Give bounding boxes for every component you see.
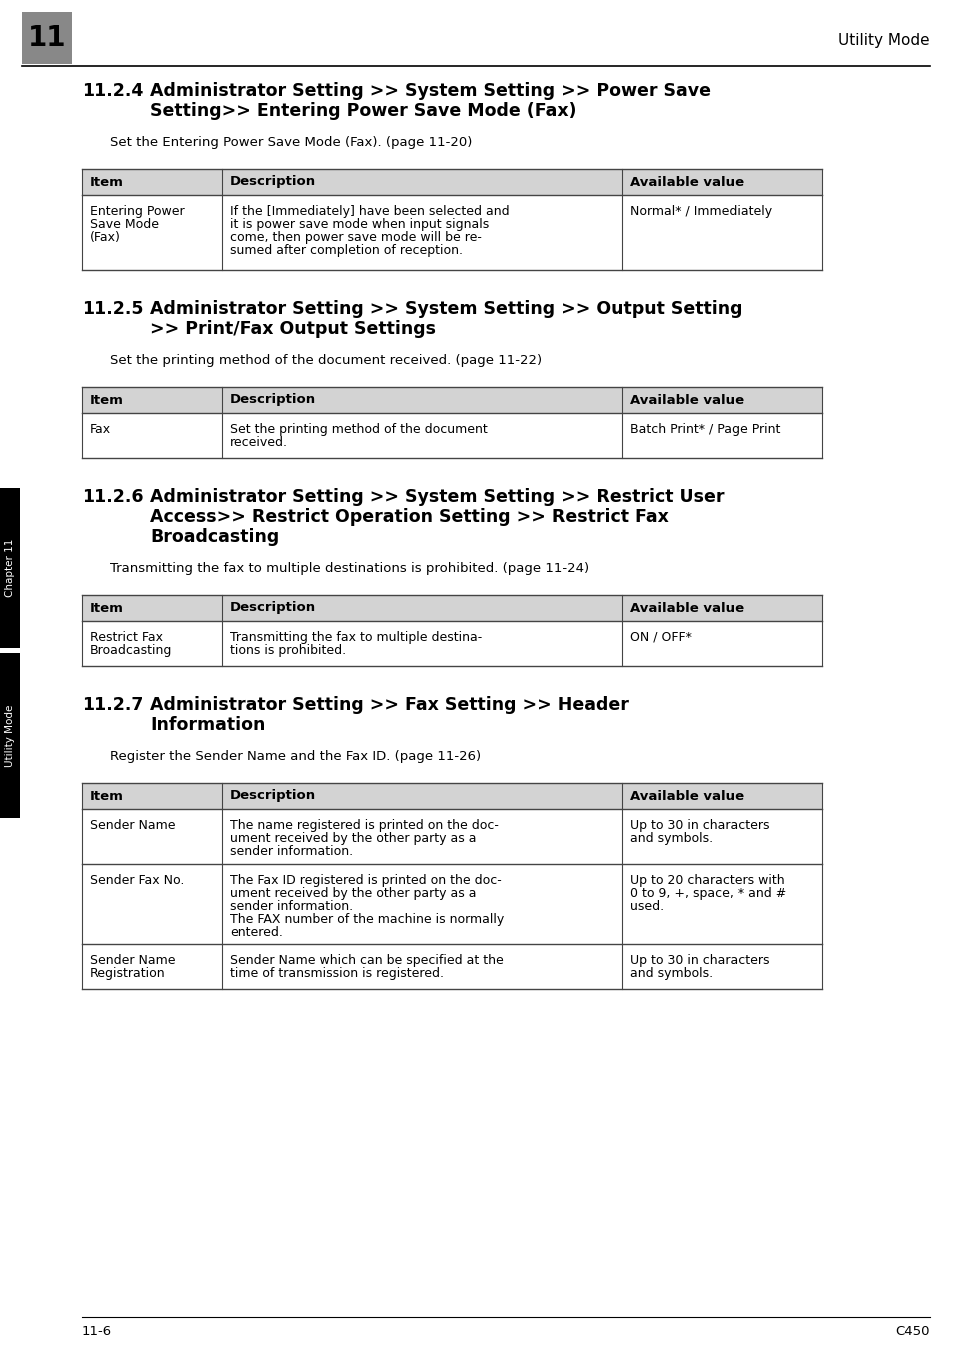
Text: Restrict Fax: Restrict Fax — [90, 631, 163, 644]
Bar — [82, 387, 821, 412]
Text: tions is prohibited.: tions is prohibited. — [230, 644, 346, 657]
Text: Transmitting the fax to multiple destinations is prohibited. (page 11-24): Transmitting the fax to multiple destina… — [110, 562, 589, 575]
Text: received.: received. — [230, 435, 288, 449]
Text: Item: Item — [90, 790, 124, 803]
Text: Up to 30 in characters: Up to 30 in characters — [629, 955, 769, 967]
Bar — [82, 808, 821, 864]
Text: Broadcasting: Broadcasting — [90, 644, 172, 657]
Text: Available value: Available value — [629, 393, 743, 407]
Text: If the [Immediately] have been selected and: If the [Immediately] have been selected … — [230, 206, 509, 218]
Text: and symbols.: and symbols. — [629, 831, 713, 845]
Text: (Fax): (Fax) — [90, 231, 121, 243]
Text: Fax: Fax — [90, 423, 111, 435]
Text: Utility Mode: Utility Mode — [5, 704, 15, 767]
Text: The name registered is printed on the doc-: The name registered is printed on the do… — [230, 819, 498, 831]
Text: Set the Entering Power Save Mode (Fax). (page 11-20): Set the Entering Power Save Mode (Fax). … — [110, 137, 472, 149]
Text: Access>> Restrict Operation Setting >> Restrict Fax: Access>> Restrict Operation Setting >> R… — [150, 508, 668, 526]
Text: Up to 30 in characters: Up to 30 in characters — [629, 819, 769, 831]
Text: Register the Sender Name and the Fax ID. (page 11-26): Register the Sender Name and the Fax ID.… — [110, 750, 480, 763]
Text: Setting>> Entering Power Save Mode (Fax): Setting>> Entering Power Save Mode (Fax) — [150, 101, 576, 120]
Text: Chapter 11: Chapter 11 — [5, 539, 15, 598]
Text: ument received by the other party as a: ument received by the other party as a — [230, 831, 476, 845]
Text: and symbols.: and symbols. — [629, 967, 713, 980]
Text: come, then power save mode will be re-: come, then power save mode will be re- — [230, 231, 481, 243]
Bar — [82, 169, 821, 195]
Text: sumed after completion of reception.: sumed after completion of reception. — [230, 243, 462, 257]
Text: The Fax ID registered is printed on the doc-: The Fax ID registered is printed on the … — [230, 873, 501, 887]
Text: Up to 20 characters with: Up to 20 characters with — [629, 873, 783, 887]
Text: Available value: Available value — [629, 790, 743, 803]
Text: Batch Print* / Page Print: Batch Print* / Page Print — [629, 423, 780, 435]
Text: Administrator Setting >> System Setting >> Power Save: Administrator Setting >> System Setting … — [150, 82, 710, 100]
Text: ument received by the other party as a: ument received by the other party as a — [230, 887, 476, 900]
Text: entered.: entered. — [230, 926, 283, 940]
Text: Sender Name: Sender Name — [90, 955, 175, 967]
Text: 11: 11 — [28, 24, 66, 51]
Bar — [82, 783, 821, 808]
Text: Sender Name which can be specified at the: Sender Name which can be specified at th… — [230, 955, 503, 967]
Bar — [0, 653, 20, 818]
Text: Set the printing method of the document: Set the printing method of the document — [230, 423, 487, 435]
Text: Set the printing method of the document received. (page 11-22): Set the printing method of the document … — [110, 354, 541, 366]
Text: Utility Mode: Utility Mode — [838, 32, 929, 47]
Bar — [82, 621, 821, 667]
Text: Item: Item — [90, 393, 124, 407]
Text: >> Print/Fax Output Settings: >> Print/Fax Output Settings — [150, 320, 436, 338]
Text: time of transmission is registered.: time of transmission is registered. — [230, 967, 443, 980]
Text: Sender Name: Sender Name — [90, 819, 175, 831]
Bar — [82, 595, 821, 621]
Text: 11.2.4: 11.2.4 — [82, 82, 143, 100]
Bar — [0, 488, 20, 648]
Text: Administrator Setting >> System Setting >> Output Setting: Administrator Setting >> System Setting … — [150, 300, 741, 318]
Text: Item: Item — [90, 602, 124, 615]
Text: sender information.: sender information. — [230, 845, 353, 859]
Text: Entering Power: Entering Power — [90, 206, 185, 218]
Text: 0 to 9, +, space, * and #: 0 to 9, +, space, * and # — [629, 887, 785, 900]
Text: Description: Description — [230, 790, 315, 803]
Bar — [82, 412, 821, 458]
Text: Description: Description — [230, 393, 315, 407]
Text: 11.2.7: 11.2.7 — [82, 696, 143, 714]
Text: Description: Description — [230, 602, 315, 615]
Bar — [82, 944, 821, 990]
Text: Transmitting the fax to multiple destina-: Transmitting the fax to multiple destina… — [230, 631, 482, 644]
Text: 11-6: 11-6 — [82, 1325, 112, 1338]
Text: Broadcasting: Broadcasting — [150, 529, 279, 546]
Text: 11.2.5: 11.2.5 — [82, 300, 143, 318]
Bar — [82, 864, 821, 944]
Text: Registration: Registration — [90, 967, 166, 980]
Bar — [22, 12, 71, 64]
Text: sender information.: sender information. — [230, 900, 353, 913]
Text: Available value: Available value — [629, 176, 743, 188]
Text: The FAX number of the machine is normally: The FAX number of the machine is normall… — [230, 913, 504, 926]
Text: ON / OFF*: ON / OFF* — [629, 631, 691, 644]
Text: it is power save mode when input signals: it is power save mode when input signals — [230, 218, 489, 231]
Text: Description: Description — [230, 176, 315, 188]
Text: Available value: Available value — [629, 602, 743, 615]
Text: Administrator Setting >> Fax Setting >> Header: Administrator Setting >> Fax Setting >> … — [150, 696, 628, 714]
Text: Information: Information — [150, 717, 265, 734]
Text: Save Mode: Save Mode — [90, 218, 159, 231]
Text: C450: C450 — [895, 1325, 929, 1338]
Text: Sender Fax No.: Sender Fax No. — [90, 873, 184, 887]
Text: Administrator Setting >> System Setting >> Restrict User: Administrator Setting >> System Setting … — [150, 488, 723, 506]
Text: Item: Item — [90, 176, 124, 188]
Text: used.: used. — [629, 900, 663, 913]
Bar — [82, 195, 821, 270]
Text: 11.2.6: 11.2.6 — [82, 488, 143, 506]
Text: Normal* / Immediately: Normal* / Immediately — [629, 206, 771, 218]
